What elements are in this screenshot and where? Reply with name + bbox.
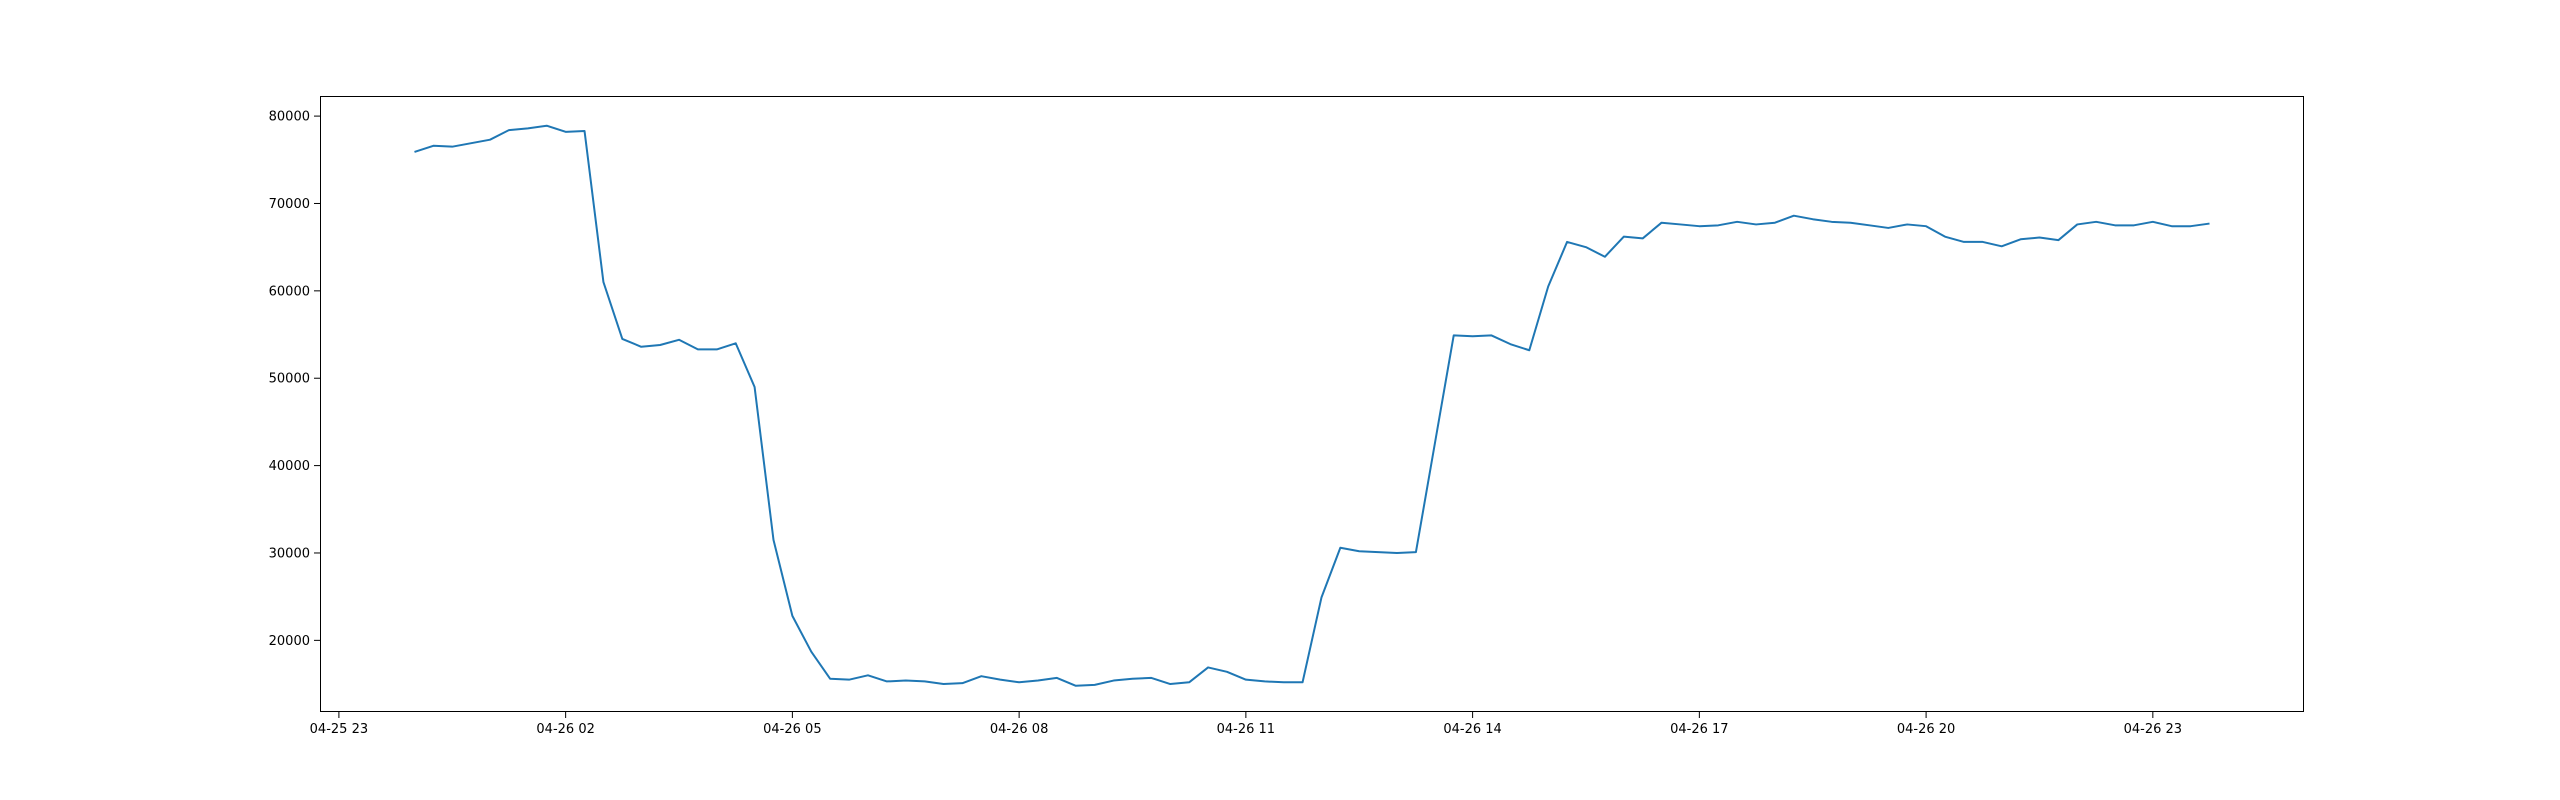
x-tick-label: 04-25 23 bbox=[310, 722, 368, 737]
y-tick-label: 20000 bbox=[269, 634, 310, 649]
x-tick-label: 04-26 17 bbox=[1670, 722, 1728, 737]
x-tick-label: 04-26 23 bbox=[2124, 722, 2182, 737]
y-tick-label: 40000 bbox=[269, 459, 310, 474]
x-tick-label: 04-26 08 bbox=[990, 722, 1048, 737]
plot-area bbox=[320, 96, 2304, 712]
y-tick-label: 70000 bbox=[269, 197, 310, 212]
y-tick-label: 60000 bbox=[269, 284, 310, 299]
series-layer bbox=[414, 124, 2210, 687]
x-tick-label: 04-26 14 bbox=[1443, 722, 1501, 737]
axis-layer: 04-25 23 04-26 02 04-26 05 04-26 08 04-26 11… bbox=[269, 110, 2182, 737]
y-tick-label: 50000 bbox=[269, 372, 310, 387]
x-tick-label: 04-26 05 bbox=[763, 722, 821, 737]
y-tick-label: 30000 bbox=[269, 546, 310, 561]
axes-frame bbox=[320, 96, 2304, 712]
series-line-0 bbox=[414, 124, 2210, 687]
x-tick-label: 04-26 20 bbox=[1897, 722, 1955, 737]
x-tick-label: 04-26 11 bbox=[1217, 722, 1275, 737]
y-tick-label: 80000 bbox=[269, 110, 310, 125]
x-tick-label: 04-26 02 bbox=[536, 722, 594, 737]
